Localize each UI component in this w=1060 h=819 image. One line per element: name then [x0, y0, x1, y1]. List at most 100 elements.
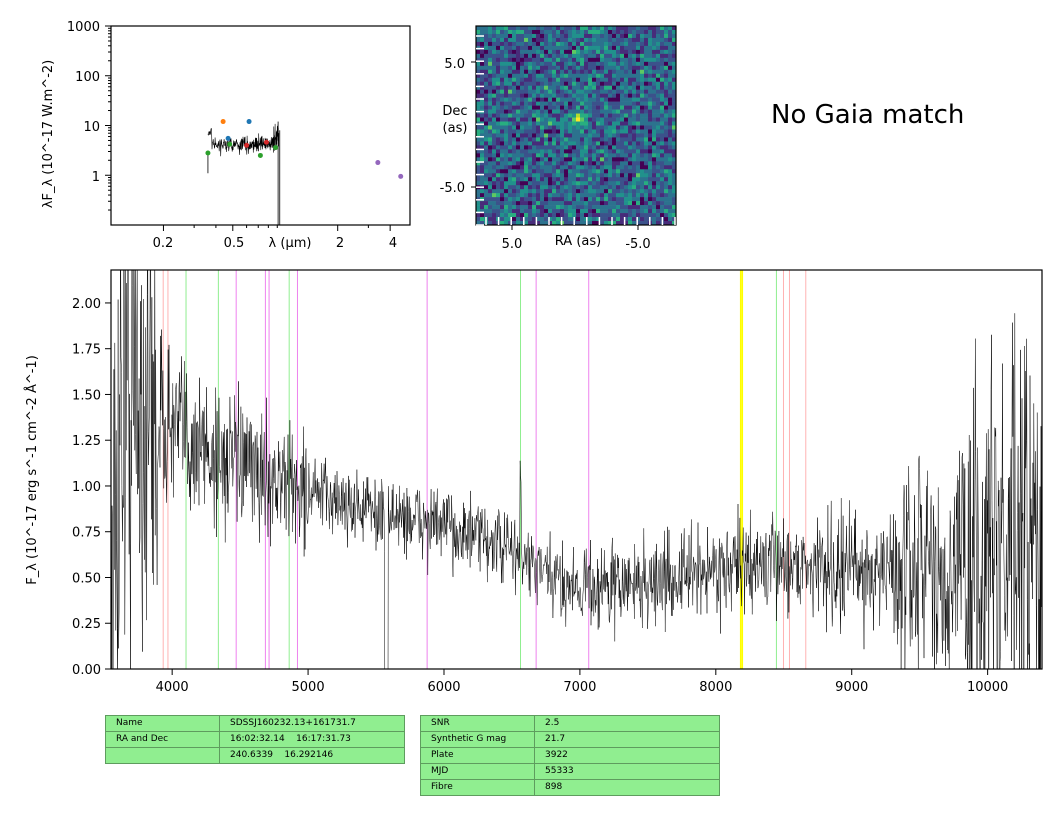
image-pixel: [652, 85, 657, 90]
image-pixel: [624, 177, 629, 182]
image-pixel: [628, 221, 633, 226]
image-pixel: [524, 49, 529, 55]
image-pixel: [652, 26, 657, 31]
image-pixel: [552, 117, 557, 122]
image-pixel: [624, 49, 629, 55]
image-pixel: [596, 81, 601, 86]
image-pixel: [580, 221, 585, 226]
image-pixel: [516, 153, 521, 158]
image-pixel: [652, 125, 657, 130]
image-pixel: [636, 145, 641, 150]
image-pixel: [504, 161, 509, 166]
image-pixel: [536, 97, 541, 102]
image-pixel: [572, 33, 577, 39]
image-pixel: [536, 37, 541, 43]
image-pixel: [572, 101, 577, 106]
image-pixel: [484, 169, 489, 174]
image-pixel: [488, 165, 493, 170]
spectrum-ticks: 4000 5000 6000 7000 8000 9000 100000.000.250.5…: [72, 297, 1008, 695]
image-pixel: [580, 117, 585, 122]
image-pixel: [628, 177, 633, 182]
image-pixel: [488, 81, 493, 86]
image-pixel: [588, 73, 593, 79]
image-pixel: [492, 81, 497, 86]
image-pixel: [576, 205, 581, 210]
image-pixel: [532, 209, 537, 214]
image-pixel: [496, 173, 501, 178]
image-pixel: [608, 45, 613, 51]
image-pixel: [588, 113, 593, 118]
image-pixel: [644, 93, 649, 98]
image-pixel: [520, 97, 525, 102]
image-xlabel: RA (as): [555, 234, 601, 249]
image-pixel: [560, 117, 565, 122]
image-pixel: [636, 185, 641, 190]
image-pixel: [600, 89, 605, 94]
image-pixel: [564, 73, 569, 79]
image-pixel: [632, 129, 637, 134]
image-pixel: [636, 29, 641, 35]
image-pixel: [612, 157, 617, 162]
image-pixel: [608, 189, 613, 194]
image-pixel: [552, 137, 557, 142]
image-pixel: [556, 89, 561, 94]
image-pixel: [644, 81, 649, 86]
image-pixel: [564, 41, 569, 47]
image-pixel: [524, 133, 529, 138]
image-pixel: [556, 101, 561, 106]
image-pixel: [508, 85, 513, 90]
image-pixel: [620, 85, 625, 90]
image-pixel: [620, 145, 625, 150]
image-pixel: [584, 193, 589, 198]
image-pixel: [660, 69, 665, 75]
image-pixel: [644, 165, 649, 170]
image-pixel: [516, 217, 521, 222]
image-pixel: [548, 201, 553, 206]
image-pixel: [624, 89, 629, 94]
image-pixel: [540, 26, 545, 31]
image-pixel: [476, 173, 481, 178]
image-pixel: [588, 153, 593, 158]
image-pixel: [584, 189, 589, 194]
image-pixel: [668, 33, 673, 39]
image-pixel: [556, 201, 561, 206]
image-pixel: [552, 221, 557, 226]
image-pixel: [580, 101, 585, 106]
image-pixel: [584, 137, 589, 142]
image-pixel: [484, 97, 489, 102]
image-pixel: [480, 41, 485, 47]
image-pixel: [656, 57, 661, 63]
image-pixel: [660, 157, 665, 162]
image-pixel: [600, 145, 605, 150]
image-pixel: [668, 181, 673, 186]
image-pixel: [568, 45, 573, 51]
image-pixel: [572, 53, 577, 59]
image-pixel: [628, 161, 633, 166]
image-pixel: [632, 185, 637, 190]
image-pixel: [660, 89, 665, 94]
image-pixel: [520, 129, 525, 134]
image-pixel: [496, 165, 501, 170]
image-pixel: [584, 57, 589, 63]
image-pixel: [488, 33, 493, 39]
image-pixel: [600, 65, 605, 71]
image-pixel: [500, 217, 505, 222]
image-pixel: [596, 37, 601, 43]
image-pixel: [560, 209, 565, 214]
image-pixel: [476, 85, 481, 90]
image-pixel: [488, 185, 493, 190]
image-pixel: [576, 105, 581, 110]
image-pixel: [668, 177, 673, 182]
image-pixel: [512, 129, 517, 134]
image-pixel: [660, 193, 665, 198]
image-pixel: [492, 77, 497, 83]
image-pixel: [656, 37, 661, 43]
image-pixel: [600, 173, 605, 178]
image-pixel: [476, 89, 481, 94]
image-pixel: [608, 26, 613, 31]
image-pixel: [484, 153, 489, 158]
image-pixel: [624, 137, 629, 142]
image-pixel: [496, 57, 501, 63]
image-pixel: [508, 53, 513, 59]
image-pixel: [476, 37, 481, 43]
